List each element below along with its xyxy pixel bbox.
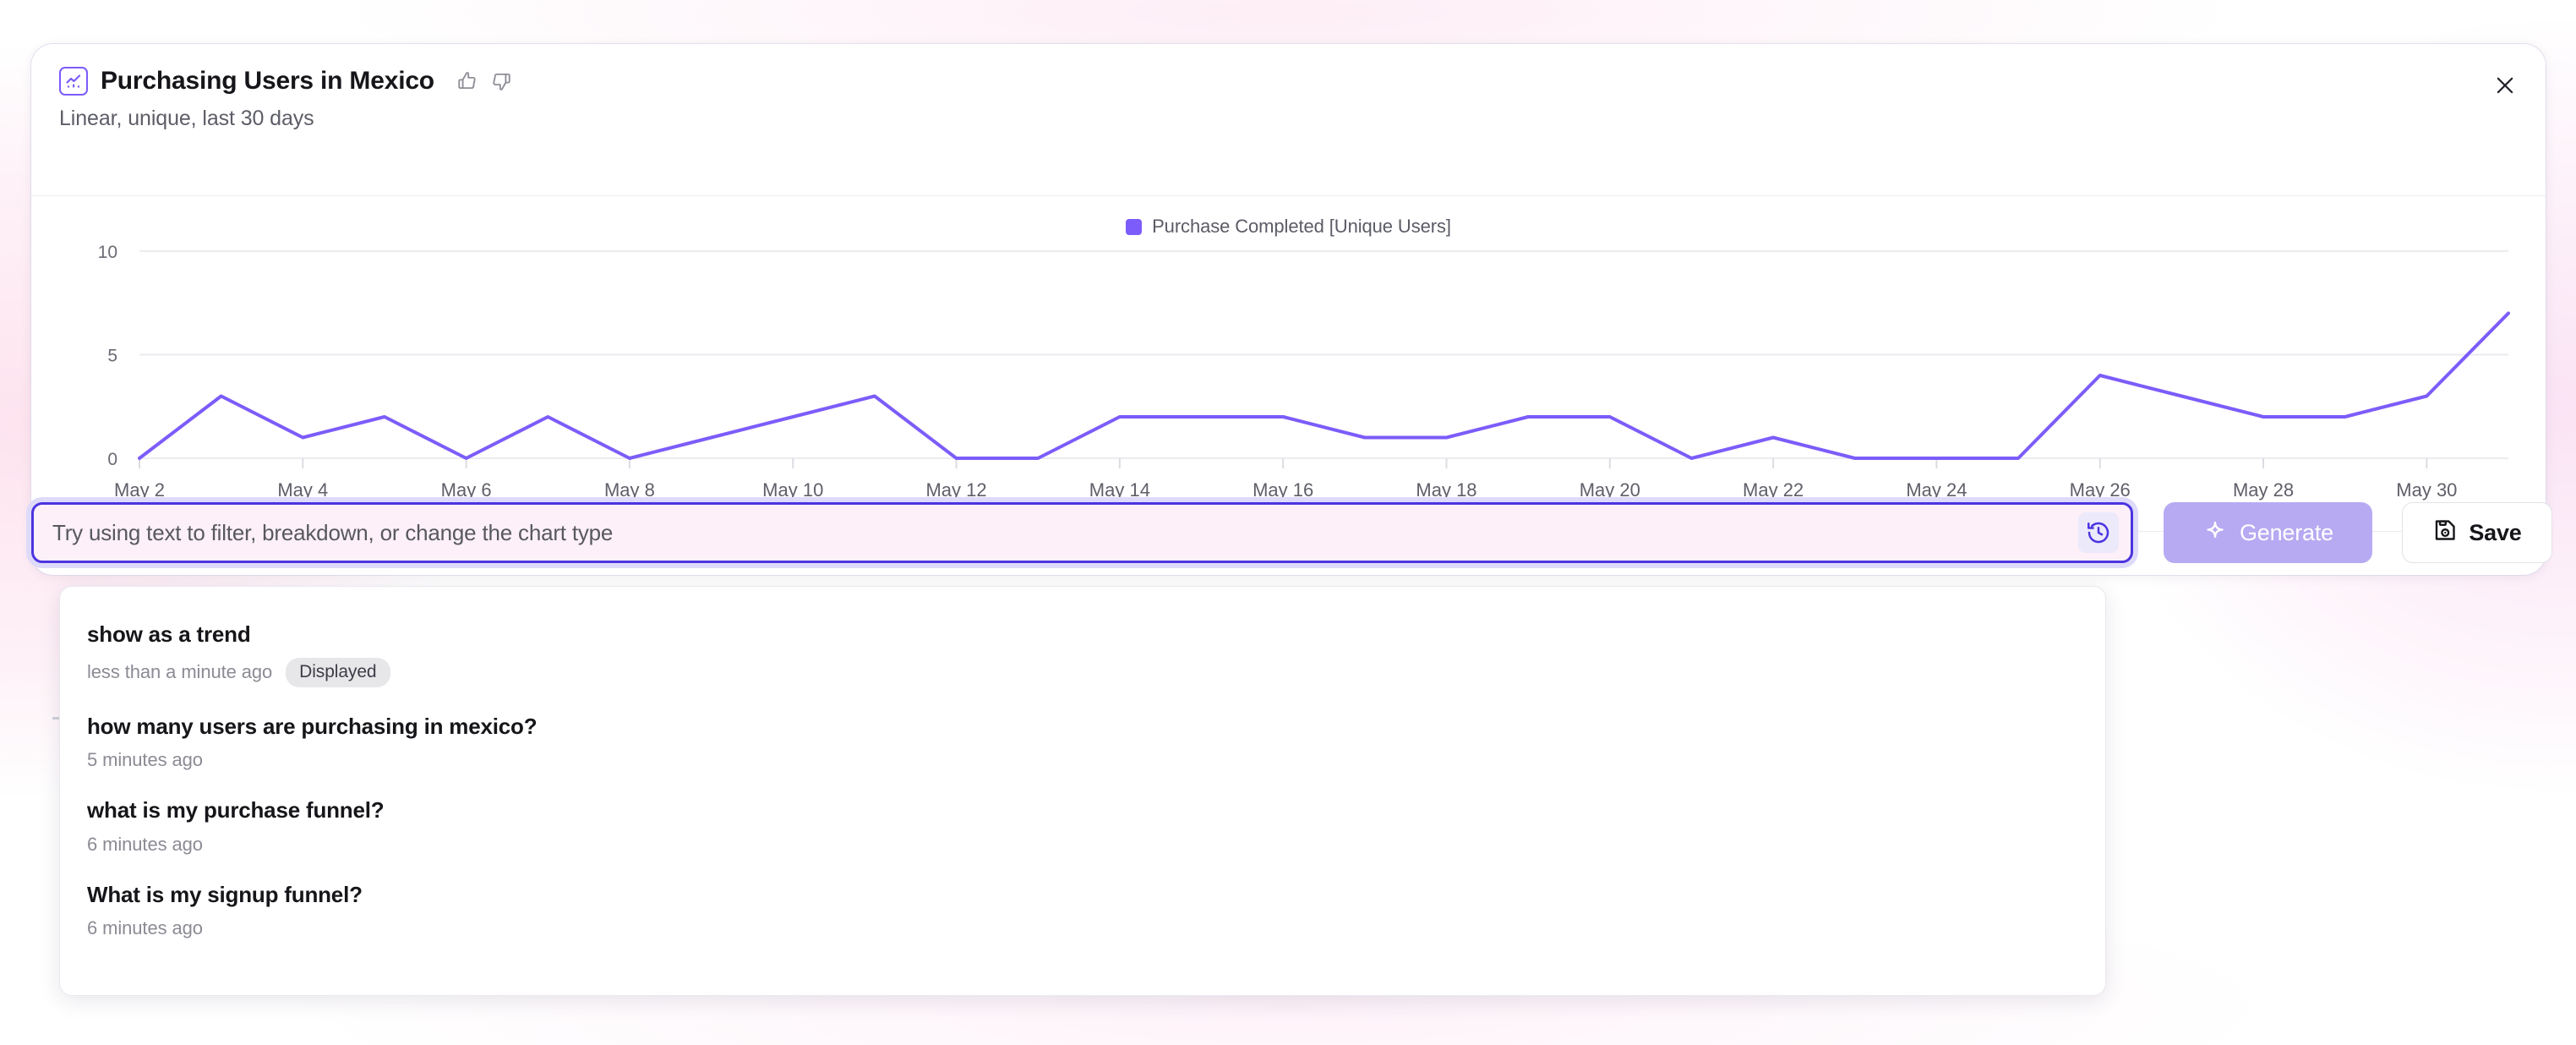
close-icon[interactable] [2486,67,2524,104]
title-row: Purchasing Users in Mexico [59,63,2517,100]
history-clock-icon[interactable] [2078,512,2119,553]
generate-button-label: Generate [2240,519,2333,545]
save-disk-icon [2432,517,2458,549]
x-axis-tick-label: May 18 [1416,479,1476,501]
x-axis-tick-label: May 16 [1253,479,1313,501]
history-item-text: show as a trend [87,621,251,647]
y-axis-tick-label: 5 [107,347,117,366]
series-line [139,314,2508,459]
x-axis-tick-label: May 14 [1089,479,1150,501]
prompt-input[interactable] [52,505,2078,561]
history-item-meta: 6 minutes ago [87,834,2078,856]
x-axis-tick-label: May 26 [2070,479,2131,501]
page-title: Purchasing Users in Mexico [101,67,434,95]
history-item-text: what is my purchase funnel? [87,797,385,823]
history-item-status-badge: Displayed [286,657,390,687]
history-item[interactable]: show as a trend less than a minute ago Dis… [60,609,2105,701]
history-item-text: how many users are purchasing in mexico? [87,713,538,739]
x-axis-tick-label: May 28 [2233,479,2294,501]
x-axis-tick-label: May 12 [925,479,986,501]
header-divider [31,195,2546,196]
x-axis-tick-label: May 2 [114,479,165,501]
series-lines [139,314,2508,459]
y-axis-tick-labels: 0 5 10 [98,243,117,469]
x-axis-tick-label: May 6 [441,479,492,501]
page-subtitle: Linear, unique, last 30 days [59,107,314,130]
line-chart-icon [59,67,88,96]
x-axis-tick-label: May 30 [2396,479,2457,501]
history-item-timestamp: less than a minute ago [87,661,273,682]
history-item[interactable]: What is my signup funnel? 6 minutes ago [60,869,2105,954]
x-axis-tick-labels: May 2 May 4 May 6 May 8 May 10 May 12 May 14 Ma… [114,458,2457,501]
history-item-timestamp: 6 minutes ago [87,833,203,855]
x-axis-tick-label: May 4 [277,479,328,501]
chart-legend: Purchase Completed [Unique Users] [31,216,2546,238]
legend-label: Purchase Completed [Unique Users] [1152,216,1451,237]
grid-lines [139,251,2508,458]
x-axis-tick-label: May 20 [1580,479,1640,501]
y-axis-tick-label: 10 [98,243,117,262]
x-axis-tick-label: May 22 [1743,479,1804,501]
sparkle-icon [2202,517,2228,549]
save-button-label: Save [2469,519,2522,545]
thumbs-down-icon[interactable] [488,68,514,94]
feedback-controls [455,68,514,94]
history-item[interactable]: what is my purchase funnel? 6 minutes ago [60,785,2105,869]
history-item-text: What is my signup funnel? [87,881,363,907]
save-button[interactable]: Save [2402,502,2552,563]
card-header: Purchasing Users in Mexico Linear, uniqu… [31,44,2546,155]
chart-plot-area: 0 5 10 May 2 May 4 May 6 May 8 May 10 May 12 May… [31,243,2546,526]
history-item-timestamp: 6 minutes ago [87,917,203,938]
x-axis-tick-label: May 10 [762,479,823,501]
legend-swatch [1126,218,1143,235]
history-item-meta: 5 minutes ago [87,749,2078,771]
thumbs-up-icon[interactable] [455,68,480,94]
y-axis-tick-label: 0 [107,450,117,469]
x-axis-tick-label: May 24 [1906,479,1967,501]
history-dropdown: show as a trend less than a minute ago Dis… [59,586,2106,996]
history-item-meta: less than a minute ago Displayed [87,657,2078,687]
history-item-meta: 6 minutes ago [87,917,2078,939]
history-item-timestamp: 5 minutes ago [87,749,203,770]
history-item[interactable]: how many users are purchasing in mexico?… [60,701,2105,785]
prompt-input-container[interactable] [31,502,2133,563]
history-list: show as a trend less than a minute ago Dis… [60,609,2105,953]
x-axis-tick-label: May 8 [604,479,655,501]
generate-button[interactable]: Generate [2164,502,2372,563]
chart-body: Purchase Completed [Unique Users] 0 5 10 M… [31,196,2546,531]
insight-card: Purchasing Users in Mexico Linear, uniqu… [31,44,2546,575]
